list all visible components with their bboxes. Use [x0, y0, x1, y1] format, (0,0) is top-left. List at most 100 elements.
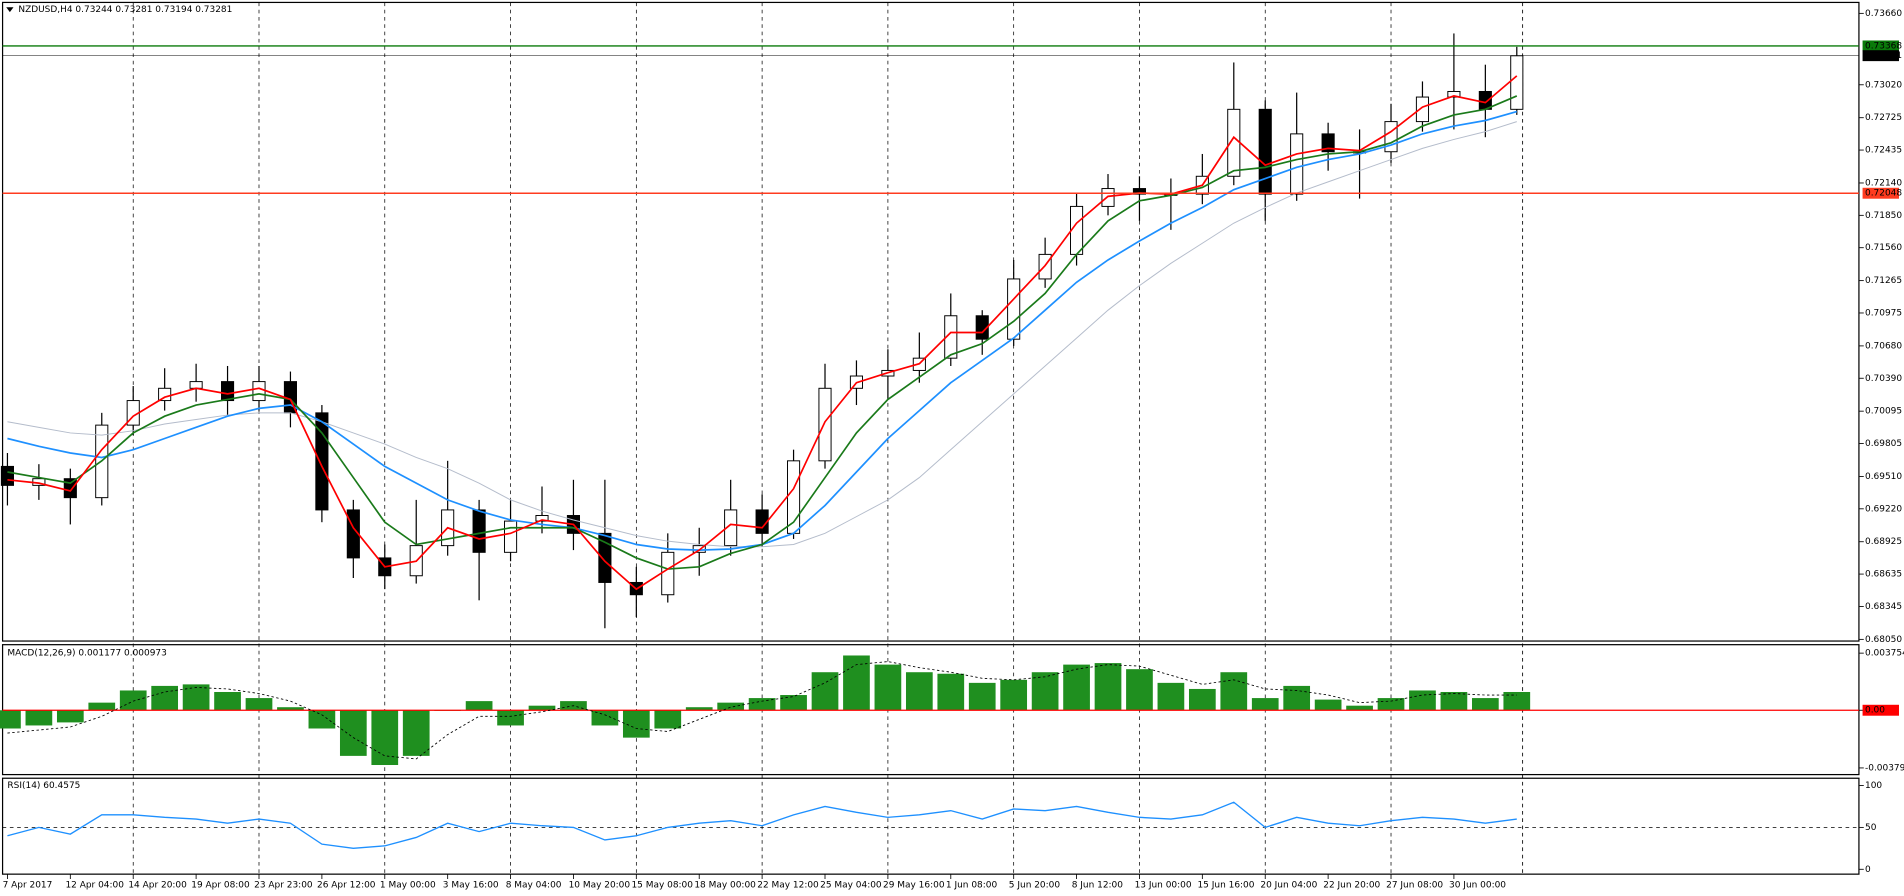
y-tick-label: 0.003754 [1865, 649, 1904, 659]
macd-bar [1377, 698, 1405, 711]
rsi-line [7, 801, 1517, 850]
macd-bar [780, 695, 807, 711]
signal-line [7, 661, 1517, 760]
candle-body [1070, 205, 1084, 255]
x-tick-label: 29 May 16:00 [883, 881, 945, 891]
y-tick-label: 0.69510 [1865, 472, 1902, 482]
macd-bar [905, 672, 933, 711]
x-tick-label: 1 Jun 08:00 [946, 881, 998, 891]
x-tick-label: 8 May 04:00 [506, 881, 562, 891]
y-tick-label: 0.71560 [1865, 243, 1902, 253]
x-tick-label: 26 Apr 12:00 [317, 881, 376, 891]
y-tick-label: -0.003792 [1865, 763, 1904, 773]
y-tick-label-box [1862, 704, 1899, 716]
candle-body [944, 315, 958, 359]
macd-bar [0, 710, 21, 729]
macd-bar [119, 690, 147, 711]
macd-bar [308, 710, 336, 729]
y-tick-label: 0.73660 [1865, 9, 1902, 19]
candle-body [1447, 90, 1461, 98]
x-tick-label: 15 May 08:00 [631, 881, 693, 891]
y-tick-label: 0.68050 [1865, 635, 1902, 645]
x-tick-label: 25 May 04:00 [820, 881, 882, 891]
price-label-box [1862, 50, 1899, 62]
y-tick-label: 0.70390 [1865, 374, 1902, 384]
y-tick-label: 100 [1865, 781, 1882, 791]
candle-body [1415, 96, 1430, 123]
x-tick-label: 7 Apr 2017 [3, 881, 53, 891]
x-tick-label: 22 May 12:00 [757, 881, 819, 891]
y-tick-label: 0 [1865, 865, 1871, 875]
candle-body [1384, 121, 1398, 153]
macd-bar [1220, 672, 1248, 711]
macd-bar [88, 702, 116, 711]
x-tick-label: 5 Jun 20:00 [1009, 881, 1061, 891]
candle-body [1290, 133, 1304, 195]
candle-body [1258, 108, 1272, 195]
y-tick-label: 0.70975 [1865, 308, 1902, 318]
candle-body [692, 545, 706, 553]
x-tick-label: 14 Apr 20:00 [128, 881, 187, 891]
macd-bar [277, 707, 304, 711]
candle-body [189, 381, 203, 389]
macd-bar [1188, 688, 1216, 711]
candle-body [252, 381, 266, 402]
macd-bar [339, 710, 367, 756]
macd-bar [1000, 679, 1028, 711]
y-tick-label: 0.71850 [1865, 211, 1902, 221]
macd-bar [622, 710, 650, 738]
menu-arrow [6, 7, 14, 13]
y-tick-label: 0.72725 [1865, 113, 1902, 123]
rsi-title: RSI(14) 60.4575 [7, 781, 80, 791]
macd-bar [937, 673, 965, 711]
candle-body [472, 509, 486, 553]
macd-bar [874, 664, 902, 711]
candle-body [1007, 278, 1021, 340]
y-tick-label: 0.73020 [1865, 80, 1902, 90]
macd-bar [717, 702, 745, 711]
x-tick-label: 27 Jun 08:00 [1386, 881, 1443, 891]
moving-average [7, 95, 1518, 570]
x-tick-label: 12 Apr 04:00 [65, 881, 124, 891]
x-tick-label: 1 May 00:00 [380, 881, 436, 891]
macd-bar [1126, 669, 1153, 711]
moving-average [7, 75, 1518, 591]
moving-average [7, 121, 1517, 548]
macd-bar [1157, 682, 1185, 711]
macd-bar [1503, 691, 1531, 711]
macd-bar [497, 710, 524, 726]
macd-bar [56, 710, 84, 723]
macd-bar [1314, 699, 1342, 711]
price-label: 0.73368 [1865, 41, 1902, 51]
main-panel-frame [1, 1, 1860, 642]
price-label-box [1862, 40, 1899, 52]
macd-bar [654, 710, 682, 729]
price-label: 0.72048 [1865, 189, 1902, 199]
price-label: 0.73281 [1865, 51, 1902, 61]
macd-bar [968, 682, 996, 711]
x-tick-label: 15 Jun 16:00 [1197, 881, 1254, 891]
macd-bar [811, 672, 839, 711]
macd-bar [528, 705, 556, 711]
candle-body [0, 465, 14, 486]
macd-bar [1063, 664, 1090, 711]
macd-bar [214, 691, 241, 711]
candle-body [1321, 133, 1335, 153]
x-tick-label: 13 Jun 00:00 [1135, 881, 1192, 891]
y-tick-label: 0.70680 [1865, 341, 1902, 351]
candle-body [158, 387, 172, 402]
macd-bar [1251, 698, 1279, 711]
macd-bar [748, 698, 776, 711]
macd-bar [685, 707, 713, 711]
y-tick-label: 0.70095 [1865, 407, 1902, 417]
macd-bar [1346, 705, 1373, 711]
candle-body [661, 551, 675, 596]
macd-bar [591, 710, 619, 726]
y-tick-label: 50 [1865, 823, 1877, 833]
macd-bar [1031, 672, 1059, 711]
macd-bar [1094, 663, 1122, 711]
y-tick-label: 0.72140 [1865, 178, 1902, 188]
